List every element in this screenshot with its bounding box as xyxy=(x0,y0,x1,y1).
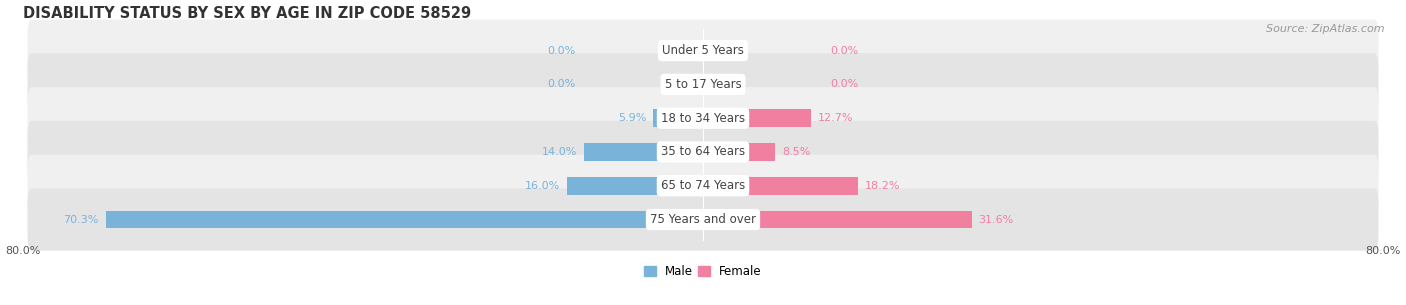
Bar xyxy=(583,143,703,161)
Text: 0.0%: 0.0% xyxy=(547,79,575,89)
Bar xyxy=(703,177,858,195)
Text: DISABILITY STATUS BY SEX BY AGE IN ZIP CODE 58529: DISABILITY STATUS BY SEX BY AGE IN ZIP C… xyxy=(24,5,471,20)
FancyBboxPatch shape xyxy=(28,188,1378,251)
FancyBboxPatch shape xyxy=(28,20,1378,82)
Text: 14.0%: 14.0% xyxy=(541,147,578,157)
Text: 18 to 34 Years: 18 to 34 Years xyxy=(661,112,745,125)
Bar xyxy=(703,109,811,127)
Text: 12.7%: 12.7% xyxy=(818,113,853,123)
Bar xyxy=(703,211,972,228)
Text: Source: ZipAtlas.com: Source: ZipAtlas.com xyxy=(1267,24,1385,34)
Text: 70.3%: 70.3% xyxy=(63,214,98,224)
FancyBboxPatch shape xyxy=(28,53,1378,116)
Text: Under 5 Years: Under 5 Years xyxy=(662,44,744,57)
Bar xyxy=(105,211,703,228)
Text: 5 to 17 Years: 5 to 17 Years xyxy=(665,78,741,91)
Text: 31.6%: 31.6% xyxy=(979,214,1014,224)
Text: 35 to 64 Years: 35 to 64 Years xyxy=(661,145,745,159)
Text: 75 Years and over: 75 Years and over xyxy=(650,213,756,226)
Text: 0.0%: 0.0% xyxy=(547,46,575,56)
FancyBboxPatch shape xyxy=(28,87,1378,149)
Text: 65 to 74 Years: 65 to 74 Years xyxy=(661,179,745,192)
Text: 18.2%: 18.2% xyxy=(865,181,900,191)
Text: 0.0%: 0.0% xyxy=(831,79,859,89)
Text: 8.5%: 8.5% xyxy=(782,147,810,157)
Text: 16.0%: 16.0% xyxy=(524,181,560,191)
Bar xyxy=(567,177,703,195)
Bar xyxy=(652,109,703,127)
Text: 5.9%: 5.9% xyxy=(617,113,647,123)
FancyBboxPatch shape xyxy=(28,155,1378,217)
Legend: Male, Female: Male, Female xyxy=(640,260,766,282)
Bar xyxy=(703,143,775,161)
FancyBboxPatch shape xyxy=(28,121,1378,183)
Text: 0.0%: 0.0% xyxy=(831,46,859,56)
